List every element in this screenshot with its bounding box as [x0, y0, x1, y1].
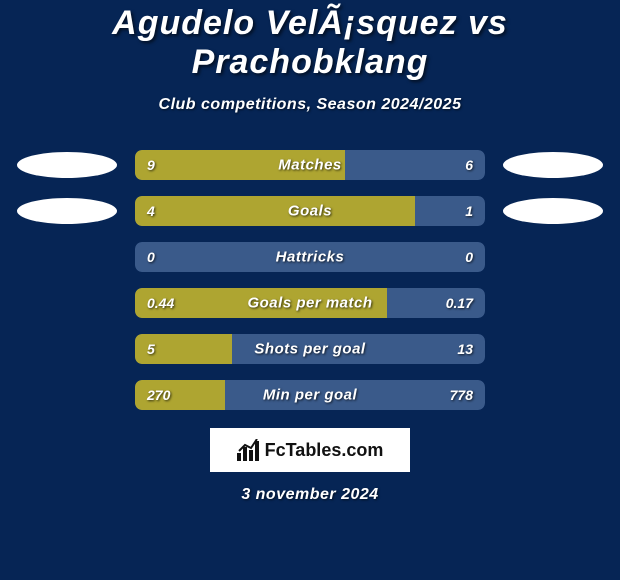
- stat-left-value: 0.44: [147, 295, 174, 311]
- stat-row: 270 778 Min per goal: [0, 380, 620, 410]
- stat-row: 5 13 Shots per goal: [0, 334, 620, 364]
- stat-left-value: 0: [147, 249, 155, 265]
- page-title: Agudelo VelÃ¡squez vs Prachobklang: [0, 4, 620, 82]
- stat-bar: 0 0 Hattricks: [135, 242, 485, 272]
- chart-icon: [237, 439, 261, 461]
- player-left-marker: [17, 198, 117, 224]
- stat-left-value: 270: [147, 387, 170, 403]
- stat-label: Hattricks: [276, 249, 345, 266]
- stat-bar: 270 778 Min per goal: [135, 380, 485, 410]
- stat-bar: 5 13 Shots per goal: [135, 334, 485, 364]
- stat-left-value: 9: [147, 157, 155, 173]
- stat-row: 4 1 Goals: [0, 196, 620, 226]
- stat-right-value: 1: [465, 203, 473, 219]
- stats-section: 9 6 Matches 4 1 Goals 0 0 Hattricks 0.44 0.17 Goals…: [0, 150, 620, 410]
- stat-label: Shots per goal: [254, 341, 365, 358]
- stat-row: 0 0 Hattricks: [0, 242, 620, 272]
- stat-label: Goals: [288, 203, 332, 220]
- player-left-marker: [17, 152, 117, 178]
- stat-label: Matches: [278, 157, 342, 174]
- brand-text: FcTables.com: [265, 440, 384, 461]
- stat-bar: 4 1 Goals: [135, 196, 485, 226]
- stat-right-value: 6: [465, 157, 473, 173]
- stat-right-value: 0: [465, 249, 473, 265]
- stat-left-value: 4: [147, 203, 155, 219]
- brand-logo: FcTables.com: [210, 428, 410, 472]
- subtitle: Club competitions, Season 2024/2025: [0, 96, 620, 114]
- stat-label: Goals per match: [247, 295, 372, 312]
- stat-left-value: 5: [147, 341, 155, 357]
- player-right-marker: [503, 152, 603, 178]
- stat-right-value: 778: [450, 387, 473, 403]
- stat-label: Min per goal: [263, 387, 357, 404]
- player-right-marker: [503, 198, 603, 224]
- stat-right-value: 0.17: [446, 295, 473, 311]
- date-label: 3 november 2024: [0, 486, 620, 504]
- stat-right-value: 13: [457, 341, 473, 357]
- stat-bar-fill: [135, 196, 415, 226]
- stat-row: 9 6 Matches: [0, 150, 620, 180]
- stat-bar: 0.44 0.17 Goals per match: [135, 288, 485, 318]
- stat-bar: 9 6 Matches: [135, 150, 485, 180]
- stat-row: 0.44 0.17 Goals per match: [0, 288, 620, 318]
